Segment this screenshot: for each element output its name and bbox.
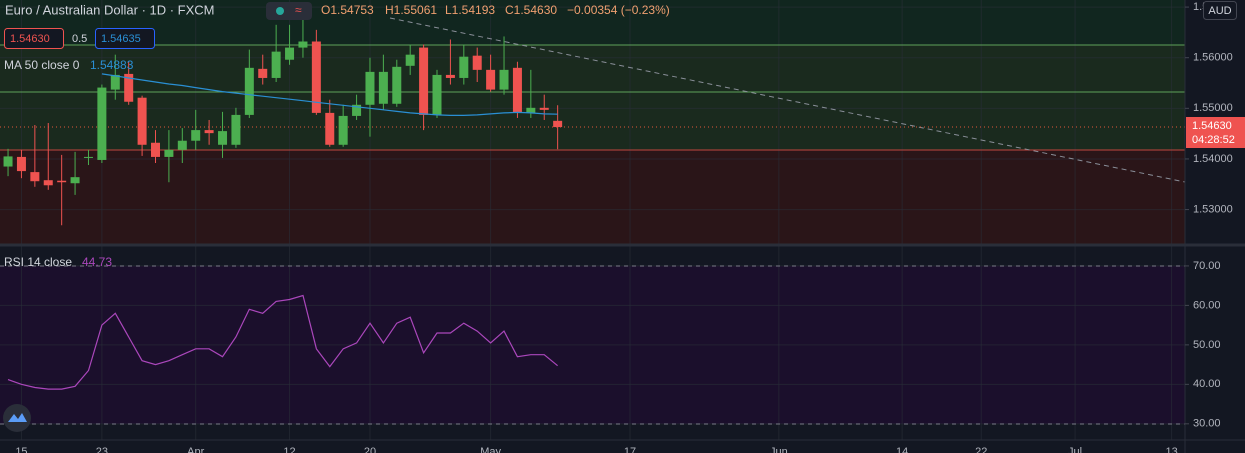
currency[interactable]: AUD (1208, 5, 1231, 17)
candle-body (16, 156, 26, 172)
y-tick-label: 70.00 (1193, 260, 1221, 272)
plot (0, 17, 1186, 425)
candle-body (191, 130, 201, 141)
status-dot (276, 7, 284, 15)
series-line (101, 73, 558, 116)
candle-body (204, 130, 214, 134)
candle-body (57, 180, 67, 183)
candle-body (244, 67, 254, 115)
candle-body (459, 56, 469, 78)
y-tick-label: 1.54000 (1193, 153, 1233, 165)
sell-button[interactable] (4, 28, 64, 49)
currency-box[interactable] (1203, 1, 1237, 20)
candle-body (231, 114, 241, 145)
y-tick-label: 30.00 (1193, 418, 1221, 430)
x-tick-label: Jun (770, 446, 788, 453)
zone-red (0, 150, 1185, 245)
x-tick-label: 22 (975, 446, 987, 453)
candle-body (97, 87, 107, 160)
ohlc-low: L1.54193 (445, 3, 495, 17)
candle-body (445, 74, 455, 78)
last-price-box (1186, 117, 1245, 148)
candle-body (70, 177, 80, 184)
candle-body (164, 149, 174, 157)
candle-body (218, 131, 228, 145)
series-line (7, 294, 558, 390)
symbol: Euro / Australian Dollar · 1D · FXCM (5, 2, 215, 17)
countdown: 04:28:52 (1192, 134, 1235, 146)
candle-body (3, 156, 13, 167)
candle-body (392, 66, 402, 104)
y-tick-label: 60.00 (1193, 299, 1221, 311)
rsi-value: 44.73 (82, 255, 112, 269)
candle-body (419, 47, 429, 115)
y-tick-label: 1.53000 (1193, 203, 1233, 215)
candle-body (512, 67, 522, 113)
candle-body (110, 74, 120, 90)
trend-line (389, 17, 1186, 183)
x-tick-label: 23 (96, 446, 108, 453)
x-tick-label: 15 (15, 446, 27, 453)
last-price: 1.54630 (1192, 120, 1232, 132)
candle-body (378, 71, 388, 104)
candle-body (405, 54, 415, 66)
ma-value: 1.54883 (90, 58, 134, 72)
x-tick-label: Apr (187, 446, 204, 453)
ohlc-change: −0.00354 (−0.23%) (567, 3, 670, 17)
candle-body (365, 71, 375, 105)
sell-price[interactable]: 1.54630 (10, 33, 50, 45)
candle-body (150, 142, 160, 157)
candle-body (30, 172, 40, 182)
grid (0, 0, 1185, 440)
candle-body (137, 97, 147, 145)
candle-body (432, 74, 442, 115)
y-tick-label: 50.00 (1193, 339, 1221, 351)
candle-body (338, 115, 348, 145)
spread: 0.5 (72, 33, 87, 45)
x-tick-label: 12 (283, 446, 295, 453)
candle-body (472, 55, 482, 70)
y-tick-label: 1.56000 (1193, 52, 1233, 64)
candle-body (539, 107, 549, 110)
candle-body (271, 51, 281, 78)
logo-icon (8, 413, 27, 422)
candle-body (298, 41, 308, 48)
candle-body (177, 140, 187, 150)
y-tick-label: 40.00 (1193, 378, 1221, 390)
status-icon: ≈ (295, 3, 302, 17)
ohlc-close: C1.54630 (505, 3, 557, 17)
ohlc-open: O1.54753 (321, 3, 374, 17)
y-tick-label: 1.55000 (1193, 102, 1233, 114)
candle-body (553, 120, 563, 128)
x-tick-label: 20 (364, 446, 376, 453)
candle-body (325, 112, 335, 145)
x-tick-label: 13 (1165, 446, 1177, 453)
candle-body (83, 156, 93, 158)
candle-body (285, 47, 295, 60)
x-tick-label: 17 (624, 446, 636, 453)
zone-green (0, 45, 1185, 150)
candle-body (258, 68, 268, 78)
candle-body (526, 107, 536, 113)
candle-body (43, 180, 53, 186)
x-tick-label: Jul (1068, 446, 1082, 453)
ohlc-high: H1.55061 (385, 3, 437, 17)
buy-button[interactable] (95, 28, 155, 49)
candle-body (499, 69, 509, 90)
x-tick-label: 14 (896, 446, 908, 453)
rsi-legend: RSI 14 close (4, 255, 72, 269)
candle-body (124, 73, 134, 102)
candle-body (486, 69, 496, 90)
status-icons (266, 2, 312, 20)
candle-body (311, 41, 321, 113)
candle-body (352, 104, 362, 116)
x-tick-label: May (480, 446, 501, 453)
ma-legend: MA 50 close 0 (4, 58, 80, 72)
buy-price[interactable]: 1.54635 (101, 33, 141, 45)
